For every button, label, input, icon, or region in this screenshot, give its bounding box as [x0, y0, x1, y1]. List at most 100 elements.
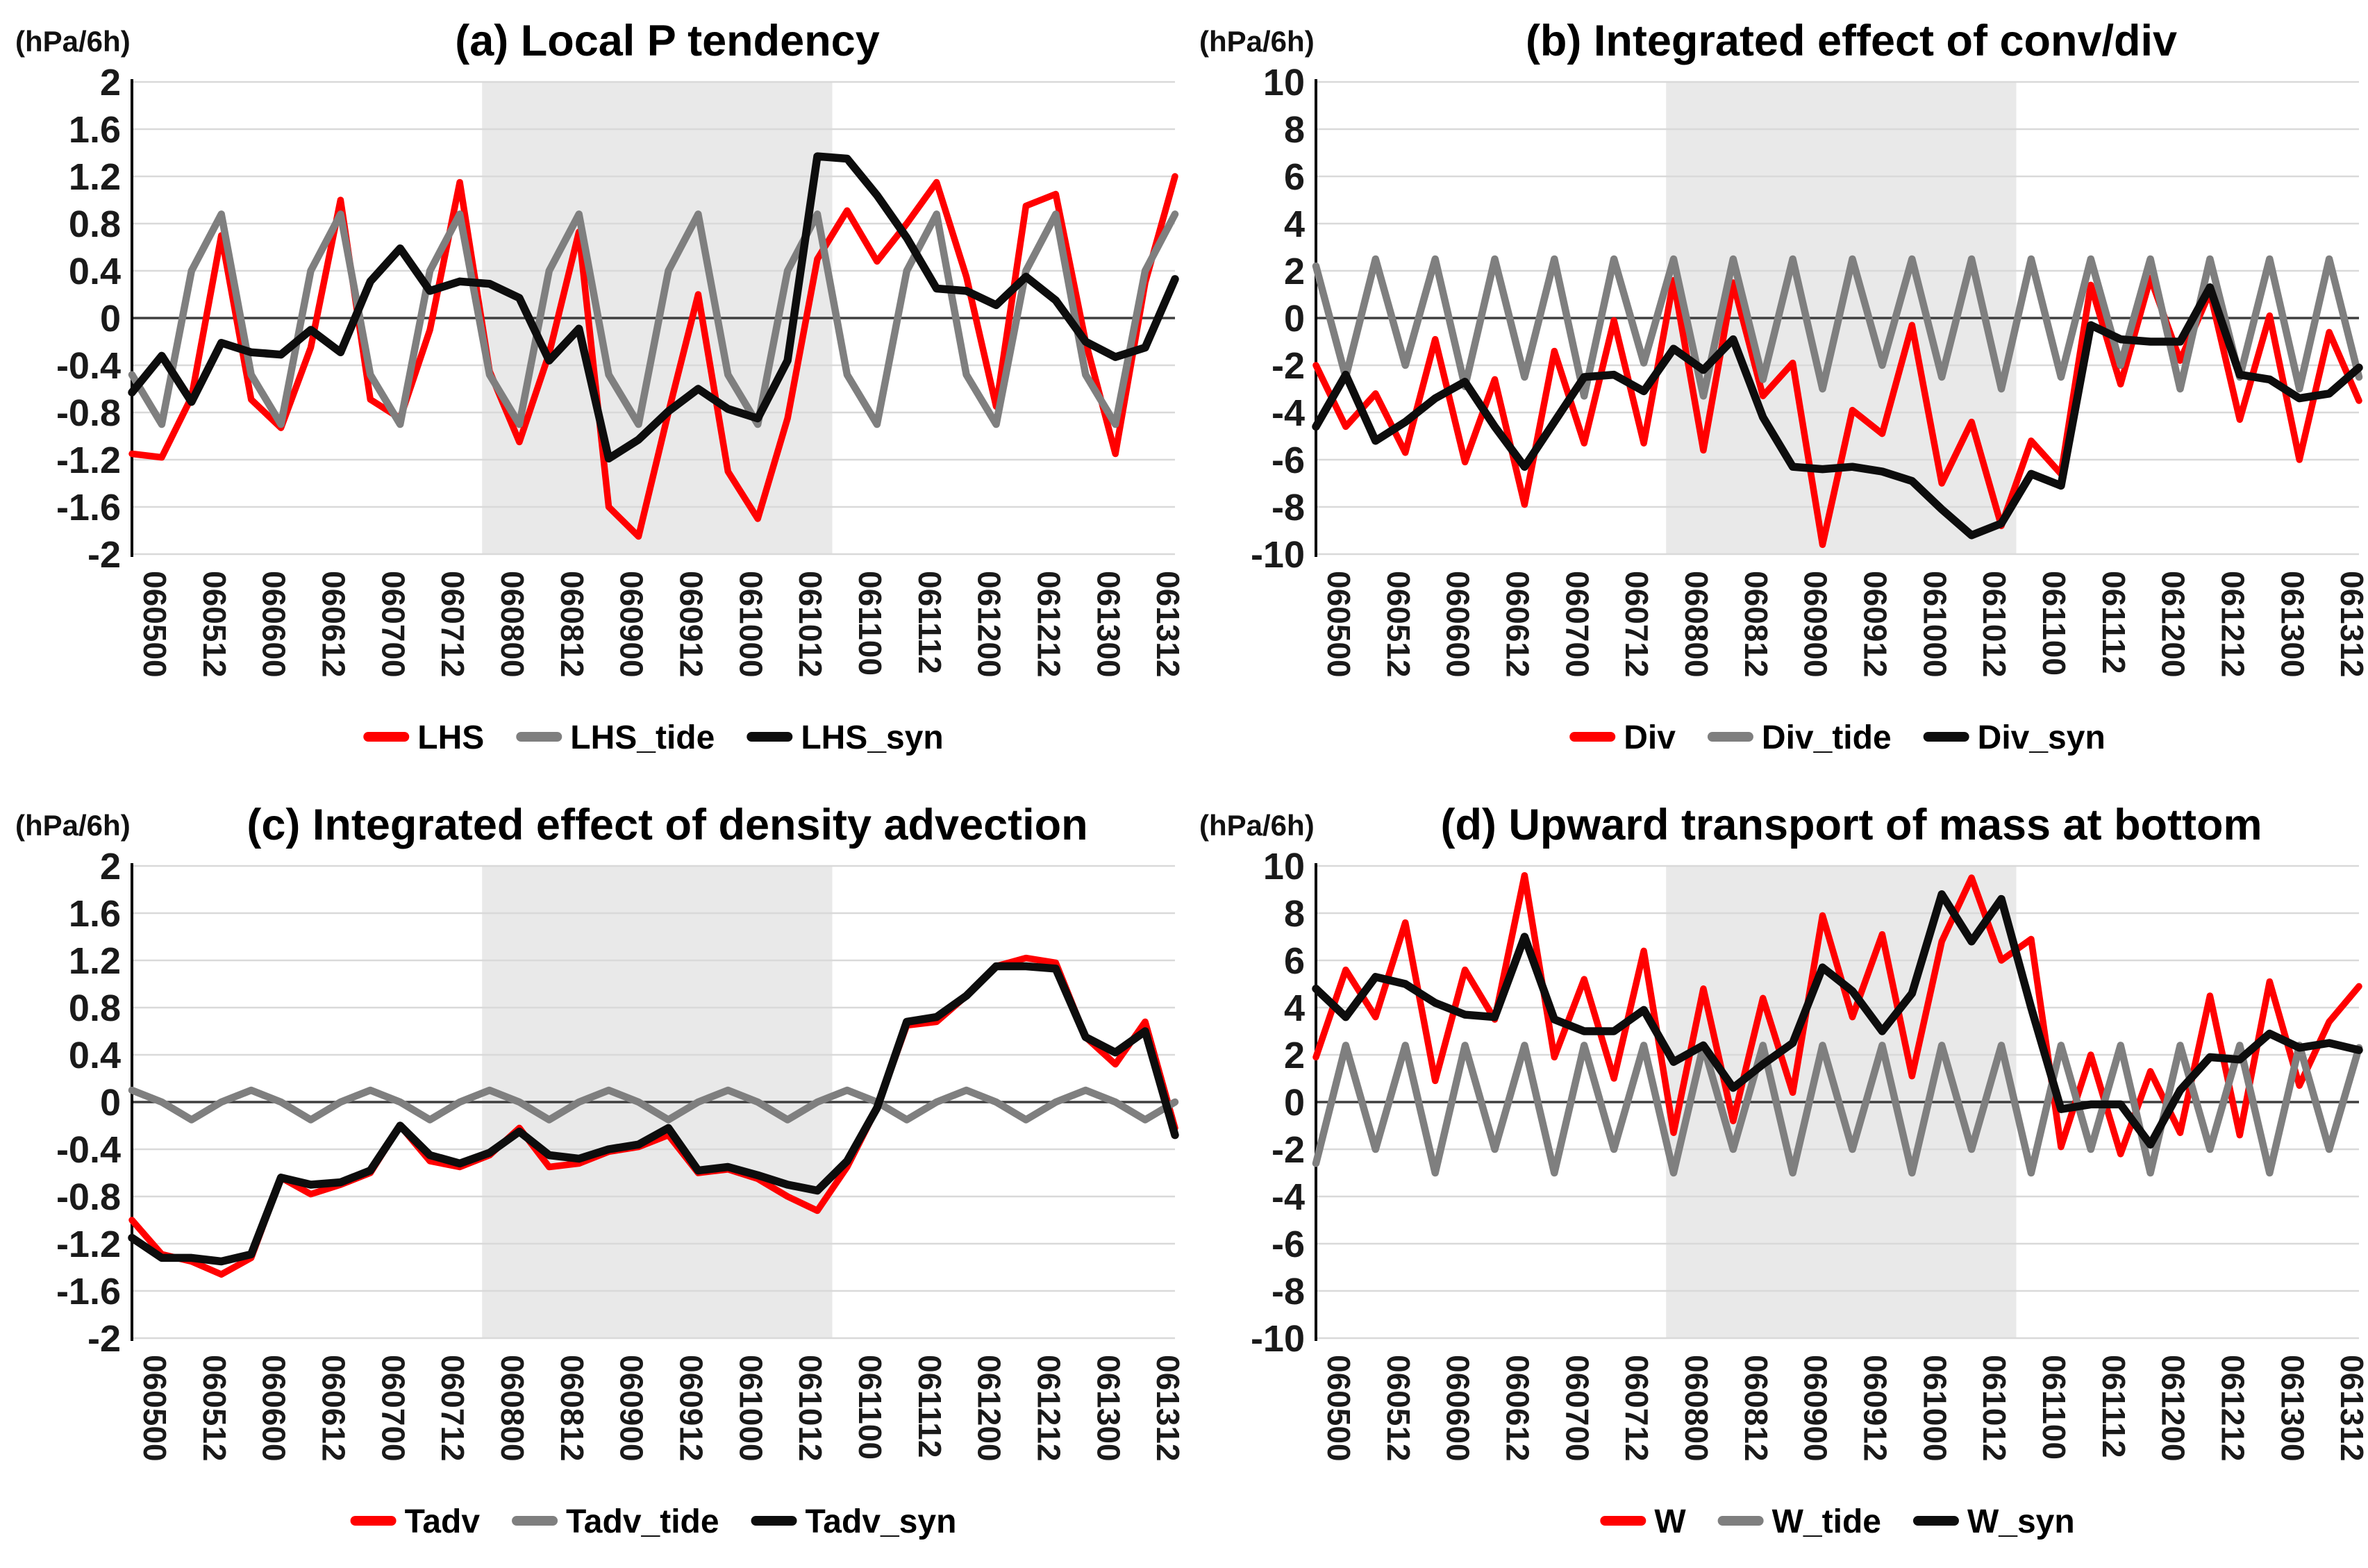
chart-d-canvas: 10 8 6 4 2 0 -2 -4 -6 -8 -10 060500 060512 060600 0606…: [1199, 801, 2368, 1540]
legend-swatch-Tadv: [350, 1516, 397, 1526]
y-tick-label: -8: [1271, 1271, 1305, 1312]
y-tick-label: 4: [1284, 987, 1305, 1029]
panel-d-upward-transport: 10 8 6 4 2 0 -2 -4 -6 -8 -10 060500 060512 060600 0606…: [1184, 784, 2368, 1568]
y-tick-label: -1.2: [56, 1224, 121, 1265]
x-tick-label: 061312: [1150, 571, 1184, 678]
x-tick-label: 060512: [197, 1355, 233, 1462]
x-tick-label: 060912: [673, 1355, 709, 1462]
legend-swatch-Div_syn: [1923, 732, 1969, 742]
x-tick-label: 060500: [137, 1355, 173, 1462]
x-tick-label: 060600: [1440, 571, 1476, 678]
x-tick-label: 061100: [2036, 1355, 2072, 1460]
legend-label-Tadv_tide: Tadv_tide: [566, 1503, 719, 1540]
x-tick-label: 060712: [435, 571, 471, 678]
x-tick-label: 060812: [554, 1355, 590, 1462]
y-tick-label: -1.6: [56, 1271, 121, 1312]
x-tick-label: 061100: [2036, 571, 2072, 676]
y-tick-label: -0.4: [56, 345, 121, 387]
x-tick-label: 060612: [315, 571, 351, 678]
x-tick-label: 060500: [1321, 571, 1357, 678]
y-tick-label: -1.6: [56, 487, 121, 528]
x-tick-label: 060812: [1738, 1355, 1774, 1462]
unit-label: (hPa/6h): [1199, 809, 1315, 842]
legend-label-LHS_syn: LHS_syn: [801, 719, 943, 756]
legend-label-Tadv_syn: Tadv_syn: [806, 1503, 957, 1540]
x-tick-label: 060600: [256, 571, 292, 678]
x-tick-label: 060700: [375, 1355, 411, 1462]
x-tick-label: 060712: [1619, 571, 1655, 678]
y-tick-label: 6: [1284, 156, 1305, 198]
x-tick-label: 060500: [1321, 1355, 1357, 1462]
x-tick-label: 060612: [1499, 571, 1535, 678]
x-tick-label: 060912: [673, 571, 709, 678]
y-tick-label: 0: [1284, 1082, 1305, 1124]
x-tick-label: 061300: [2274, 571, 2310, 678]
x-tick-label: 061000: [1917, 571, 1953, 678]
y-tick-label: -2: [1271, 1129, 1305, 1171]
legend-label-Div: Div: [1624, 719, 1676, 756]
y-tick-label: 0.8: [69, 987, 121, 1029]
x-tick-label: 061000: [733, 571, 769, 678]
x-tick-label: 060612: [315, 1355, 351, 1462]
x-tick-label: 060700: [375, 571, 411, 678]
x-tick-label: 061200: [2156, 1355, 2192, 1462]
y-tick-label: 4: [1284, 203, 1305, 245]
x-tick-label: 061112: [912, 1355, 948, 1458]
x-tick-label: 061300: [1090, 1355, 1126, 1462]
y-tick-label: 1.2: [69, 156, 121, 198]
y-tick-label: 1.2: [69, 940, 121, 982]
legend-swatch-LHS_tide: [516, 732, 562, 742]
unit-label: (hPa/6h): [15, 25, 131, 58]
x-tick-label: 060512: [1381, 571, 1417, 678]
x-tick-label: 061200: [972, 571, 1008, 678]
panel-c-density-advection: 2 1.6 1.2 0.8 0.4 0 -0.4 -0.8 -1.2 -1.6 -2 060500 06…: [0, 784, 1184, 1568]
x-tick-label: 060512: [1381, 1355, 1417, 1462]
series-LHS_syn: [128, 152, 1179, 463]
x-tick-label: 060900: [1798, 571, 1834, 678]
x-tick-label: 061000: [1917, 1355, 1953, 1462]
x-tick-label: 061212: [2215, 1355, 2251, 1462]
y-tick-label: -6: [1271, 1224, 1305, 1265]
chart-c-canvas: 2 1.6 1.2 0.8 0.4 0 -0.4 -0.8 -1.2 -1.6 -2 060500 06…: [15, 801, 1184, 1540]
y-tick-label: 6: [1284, 940, 1305, 982]
x-tick-label: 060612: [1499, 1355, 1535, 1462]
y-tick-label: -2: [1271, 345, 1305, 387]
legend-swatch-LHS_syn: [747, 732, 793, 742]
y-tick-label: 1.6: [69, 109, 121, 151]
legend-label-Div_tide: Div_tide: [1762, 719, 1892, 756]
y-tick-label: 2: [1284, 251, 1305, 292]
y-tick-label: -2: [87, 534, 121, 576]
legend-label-Div_syn: Div_syn: [1978, 719, 2106, 756]
panel-title: (d) Upward transport of mass at bottom: [1440, 801, 2262, 849]
x-tick-label: 061200: [972, 1355, 1008, 1462]
series-Div_syn: [1312, 283, 2363, 540]
chart-b-canvas: 10 8 6 4 2 0 -2 -4 -6 -8 -10 060500 060512 060600 0606…: [1199, 17, 2368, 756]
x-tick-label: 060512: [197, 571, 233, 678]
x-tick-label: 061312: [1150, 1355, 1184, 1462]
series-W: [1312, 871, 2362, 1158]
y-tick-label: -10: [1251, 534, 1305, 576]
y-tick-label: -4: [1271, 392, 1305, 434]
series-Div_tide: [1312, 255, 2363, 400]
y-tick-label: -10: [1251, 1318, 1305, 1360]
unit-label: (hPa/6h): [15, 809, 131, 842]
y-tick-label: -0.4: [56, 1129, 121, 1171]
chart-a-canvas: 2 1.6 1.2 0.8 0.4 0 -0.4 -0.8 -1.2 -1.6 -2 060500 06…: [15, 17, 1184, 756]
series-Div: [1312, 274, 2362, 549]
series-Tadv_syn: [128, 962, 1179, 1266]
legend-label-W: W: [1654, 1503, 1686, 1540]
panel-title: (b) Integrated effect of conv/div: [1526, 17, 2177, 65]
legend-label-LHS_tide: LHS_tide: [570, 719, 715, 756]
x-tick-label: 060800: [494, 571, 531, 678]
panel-title: (a) Local P tendency: [455, 17, 880, 65]
x-tick-label: 060800: [1678, 571, 1715, 678]
y-tick-label: 1.6: [69, 893, 121, 935]
x-tick-label: 061000: [733, 1355, 769, 1462]
legend-swatch-W_tide: [1717, 1516, 1764, 1526]
y-tick-label: -4: [1271, 1176, 1305, 1218]
x-tick-label: 060700: [1559, 1355, 1595, 1462]
y-tick-label: 0: [100, 1082, 121, 1124]
x-tick-label: 060800: [1678, 1355, 1715, 1462]
y-tick-label: 2: [1284, 1035, 1305, 1076]
x-tick-label: 061212: [1031, 571, 1067, 678]
